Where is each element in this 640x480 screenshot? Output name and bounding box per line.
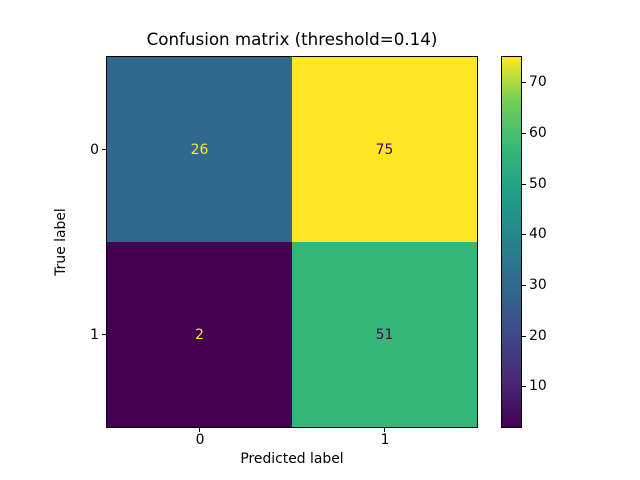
colorbar-tick-label: 10 (529, 378, 547, 394)
confusion-matrix-plot: 26 75 2 51 (106, 56, 478, 428)
colorbar-tick-mark (522, 336, 526, 337)
colorbar-tick-mark (522, 386, 526, 387)
y-tick-label: 1 (90, 327, 99, 343)
cell-value: 2 (195, 326, 204, 343)
x-tick-mark (199, 428, 200, 432)
y-axis-label: True label (53, 208, 69, 276)
cell-value: 26 (190, 141, 209, 158)
colorbar-tick-label: 70 (529, 74, 547, 90)
colorbar-tick-label: 40 (529, 226, 547, 242)
y-tick-label: 0 (90, 142, 99, 158)
x-tick-label: 1 (380, 432, 390, 448)
colorbar-tick-mark (522, 82, 526, 83)
matrix-cell-1-0: 2 (107, 242, 292, 427)
x-axis-label: Predicted label (240, 451, 344, 467)
colorbar-tick-mark (522, 285, 526, 286)
y-tick-mark (102, 334, 106, 335)
cell-value: 75 (375, 141, 394, 158)
matrix-cell-0-0: 26 (107, 57, 292, 242)
matrix-cell-0-1: 75 (292, 57, 477, 242)
colorbar-tick-mark (522, 184, 526, 185)
matrix-cell-1-1: 51 (292, 242, 477, 427)
colorbar-tick-label: 60 (529, 125, 547, 141)
colorbar-gradient (501, 56, 522, 428)
colorbar-tick-label: 20 (529, 328, 547, 344)
chart-title: Confusion matrix (threshold=0.14) (146, 29, 438, 49)
colorbar-tick-label: 50 (529, 176, 547, 192)
colorbar-tick-mark (522, 133, 526, 134)
x-tick-mark (384, 428, 385, 432)
x-tick-label: 0 (195, 432, 205, 448)
colorbar-tick-mark (522, 234, 526, 235)
y-tick-mark (102, 149, 106, 150)
colorbar-tick-label: 30 (529, 277, 547, 293)
cell-value: 51 (375, 326, 394, 343)
